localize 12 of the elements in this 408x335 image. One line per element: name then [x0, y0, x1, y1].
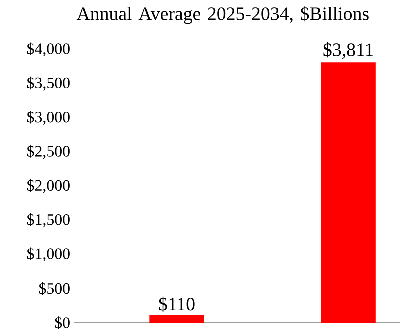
- chart-title: Annual Average 2025-2034, $Billions: [76, 6, 369, 24]
- y-tick-label: $3,500: [27, 76, 70, 91]
- y-tick-label: $1,000: [27, 248, 70, 262]
- y-tick-label: $1,500: [27, 214, 70, 228]
- y-tick-label: $2,500: [27, 145, 70, 160]
- data-label: $110: [159, 296, 195, 312]
- y-tick-label: $3,000: [27, 111, 70, 126]
- y-tick-label: $4,000: [27, 42, 70, 57]
- data-label: $3,811: [324, 42, 374, 60]
- y-tick-label: $2,000: [27, 179, 70, 194]
- y-tick-label: $500: [39, 282, 70, 296]
- y-tick-label: $0: [55, 316, 70, 330]
